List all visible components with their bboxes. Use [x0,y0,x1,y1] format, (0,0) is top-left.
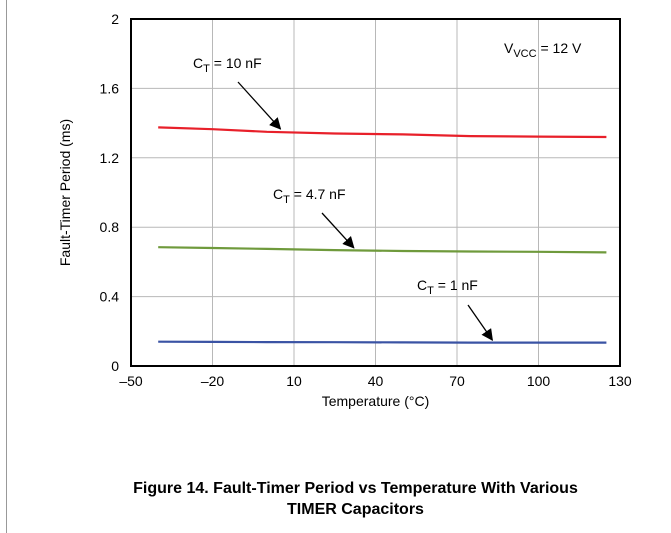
x-tick-label: 70 [449,373,465,389]
annotation-label-1: CT = 4.7 nF [273,186,346,206]
y-tick-label: 0 [111,358,119,374]
annotation-arrow-0 [237,81,282,130]
x-tick-label: –20 [201,373,225,389]
series-line-2 [158,340,607,344]
annotation-arrow-2 [467,304,493,342]
x-tick-label: 130 [608,373,632,389]
y-axis-label: Fault-Timer Period (ms) [57,119,73,266]
annotation-label-0: CT = 10 nF [193,55,262,75]
y-tick-label: 1.6 [100,80,120,96]
x-tick-label: –50 [119,373,143,389]
figure-caption-line-2: TIMER Capacitors [287,501,424,518]
series-line-0 [158,126,607,139]
y-tick-label: 1.2 [100,150,120,166]
annotation-arrow-1 [321,212,355,249]
fault-timer-chart: –50 –20 10 40 70 100 130 0 0.4 0.8 1.2 1.6 2 Temperat… [57,11,632,409]
page-left-border [6,0,7,533]
series-line-1 [158,246,607,254]
x-axis-label: Temperature (°C) [322,393,430,409]
annotation-label-3: VVCC = 12 V [504,40,582,60]
x-tick-label: 40 [368,373,384,389]
y-tick-label: 2 [111,11,119,27]
y-tick-label: 0.4 [100,289,120,305]
x-tick-label: 100 [527,373,551,389]
figure-caption-line-1: Figure 14. Fault-Timer Period vs Tempera… [133,480,578,497]
x-tick-label: 10 [286,373,302,389]
plot-frame [130,18,621,367]
annotation-label-2: CT = 1 nF [417,277,478,297]
y-tick-label: 0.8 [100,219,120,235]
